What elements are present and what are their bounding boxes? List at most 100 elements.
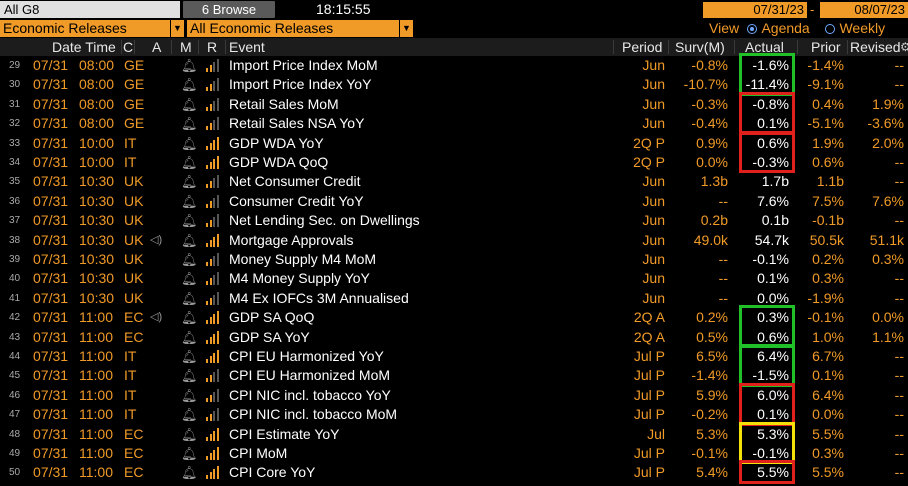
table-row[interactable]: 50 07/31 11:00 EC 🔔︎ CPI Core YoY Jul P 5.4% 5.5… — [0, 463, 908, 482]
release-filter-dropdown-arrow-icon[interactable]: ▼ — [399, 20, 413, 37]
bell-icon[interactable]: 🔔︎ — [181, 407, 198, 423]
row-date: 07/31 — [33, 115, 69, 132]
row-date: 07/31 — [33, 76, 69, 93]
start-date-field[interactable]: 07/31/23 — [703, 2, 807, 18]
row-date: 07/31 — [33, 57, 69, 73]
row-revised: -- — [894, 289, 904, 306]
row-event[interactable]: Net Lending Sec. on Dwellings — [229, 212, 420, 229]
bell-icon[interactable]: 🔔︎ — [181, 174, 198, 190]
row-event[interactable]: GDP WDA YoY — [229, 134, 324, 151]
bell-icon[interactable]: 🔔︎ — [181, 155, 198, 170]
end-date-field[interactable]: 08/07/23 — [820, 2, 908, 18]
table-row[interactable]: 48 07/31 11:00 EC 🔔︎ CPI Estimate YoY Jul 5.3% 5… — [0, 425, 908, 444]
row-event[interactable]: CPI NIC incl. tobacco MoM — [229, 406, 398, 423]
release-filter-select[interactable]: All Economic Releases — [187, 20, 399, 37]
row-event[interactable]: Mortgage Approvals — [229, 231, 354, 248]
bell-icon[interactable]: 🔔︎ — [181, 387, 198, 403]
start-date-value: 07/31/23 — [753, 2, 804, 17]
table-row[interactable]: 38 07/31 10:30 UK ◁) 🔔︎ Mortgage Approvals Jun 4… — [0, 231, 908, 250]
bell-icon[interactable]: 🔔︎ — [181, 77, 198, 93]
table-row[interactable]: 49 07/31 11:00 EC 🔔︎ CPI MoM Jul P -0.1% -0.1% 0.… — [0, 444, 908, 463]
bell-icon[interactable]: 🔔︎ — [181, 271, 198, 287]
category-select[interactable]: Economic Releases — [0, 20, 170, 37]
col-relevance[interactable]: R — [207, 39, 218, 55]
row-revised: -- — [894, 76, 904, 93]
row-survey: 0.2b — [700, 212, 728, 229]
bell-icon[interactable]: 🔔︎ — [181, 426, 198, 442]
bell-icon[interactable]: 🔔︎ — [181, 368, 198, 384]
row-event[interactable]: CPI EU Harmonized MoM — [229, 367, 391, 384]
row-event[interactable]: M4 Ex IOFCs 3M Annualised — [229, 289, 409, 306]
col-revised[interactable]: Revised — [850, 39, 901, 55]
agenda-radio[interactable]: Agenda — [747, 20, 810, 37]
row-event[interactable]: Net Consumer Credit — [229, 173, 361, 190]
table-row[interactable]: 30 07/31 08:00 GE 🔔︎ Import Price Index YoY Ju… — [0, 75, 908, 94]
row-event[interactable]: CPI Core YoY — [229, 464, 316, 481]
speaker-icon[interactable]: ◁) — [150, 233, 163, 246]
bell-icon[interactable]: 🔔︎ — [181, 193, 198, 209]
browse-button[interactable]: 6 Browse — [183, 1, 275, 18]
table-row[interactable]: 32 07/31 08:00 GE 🔔︎ Retail Sales NSA YoY Jun -… — [0, 114, 908, 133]
bell-icon[interactable]: 🔔︎ — [181, 135, 198, 151]
weekly-radio[interactable]: Weekly — [825, 20, 885, 37]
table-row[interactable]: 35 07/31 10:30 UK 🔔︎ Net Consumer Credit Jun 1.… — [0, 172, 908, 191]
bell-icon[interactable]: 🔔︎ — [181, 310, 198, 326]
col-country[interactable]: C — [123, 39, 134, 55]
table-row[interactable]: 39 07/31 10:30 UK 🔔︎ Money Supply M4 MoM Jun --… — [0, 250, 908, 269]
row-country: GE — [124, 115, 145, 132]
table-row[interactable]: 46 07/31 11:00 IT 🔔︎ CPI NIC incl. tobacco Yo… — [0, 386, 908, 405]
bell-icon[interactable]: 🔔︎ — [181, 290, 198, 306]
row-event[interactable]: Retail Sales MoM — [229, 95, 339, 112]
col-alert[interactable]: A — [152, 39, 162, 55]
row-event[interactable]: CPI Estimate YoY — [229, 425, 340, 442]
row-event[interactable]: CPI MoM — [229, 445, 288, 461]
bell-icon[interactable]: 🔔︎ — [181, 96, 198, 112]
table-row[interactable]: 42 07/31 11:00 EC ◁) 🔔︎ GDP SA QoQ 2Q A 0.2% 0.3%… — [0, 308, 908, 327]
row-date: 07/31 — [33, 95, 69, 112]
row-event[interactable]: GDP WDA QoQ — [229, 154, 329, 170]
table-row[interactable]: 37 07/31 10:30 UK 🔔︎ Net Lending Sec. on Dwel… — [0, 211, 908, 230]
category-dropdown-arrow-icon[interactable]: ▼ — [170, 20, 184, 37]
bell-icon[interactable]: 🔔︎ — [181, 465, 198, 481]
row-event[interactable]: GDP SA YoY — [229, 328, 310, 345]
table-row[interactable]: 31 07/31 08:00 GE 🔔︎ Retail Sales MoM Jun -0.3%… — [0, 95, 908, 114]
bell-icon[interactable]: 🔔︎ — [181, 252, 198, 267]
col-event[interactable]: Event — [229, 39, 265, 55]
row-event[interactable]: CPI EU Harmonized YoY — [229, 348, 384, 364]
row-event[interactable]: CPI NIC incl. tobacco YoY — [229, 386, 391, 403]
bell-icon[interactable]: 🔔︎ — [181, 446, 198, 461]
table-row[interactable]: 33 07/31 10:00 IT 🔔︎ GDP WDA YoY 2Q P 0.9% 0.6% 1… — [0, 134, 908, 153]
relevance-bars-icon — [206, 408, 220, 422]
column-settings-icon[interactable]: ⚙ — [900, 40, 908, 54]
table-row[interactable]: 29 07/31 08:00 GE 🔔︎ Import Price Index MoM Ju… — [0, 56, 908, 75]
table-row[interactable]: 36 07/31 10:30 UK 🔔︎ Consumer Credit YoY Jun --… — [0, 192, 908, 211]
row-event[interactable]: Import Price Index YoY — [229, 76, 372, 93]
col-period[interactable]: Period — [622, 39, 663, 55]
group-field[interactable]: All G8 — [0, 1, 180, 18]
row-event[interactable]: GDP SA QoQ — [229, 309, 315, 326]
table-row[interactable]: 40 07/31 10:30 UK 🔔︎ M4 Money Supply YoY Jun --… — [0, 269, 908, 288]
table-row[interactable]: 43 07/31 11:00 EC 🔔︎ GDP SA YoY 2Q A 0.5% 0.6% 1.… — [0, 328, 908, 347]
row-event[interactable]: Import Price Index MoM — [229, 57, 378, 73]
table-row[interactable]: 47 07/31 11:00 IT 🔔︎ CPI NIC incl. tobacco Mo… — [0, 405, 908, 424]
bell-icon[interactable]: 🔔︎ — [181, 116, 198, 132]
speaker-icon[interactable]: ◁) — [150, 311, 163, 324]
bell-icon[interactable]: 🔔︎ — [181, 349, 198, 364]
col-survey[interactable]: Surv(M) — [675, 39, 725, 55]
col-market[interactable]: M — [180, 39, 192, 55]
col-actual[interactable]: Actual — [745, 39, 784, 55]
table-row[interactable]: 45 07/31 11:00 IT 🔔︎ CPI EU Harmonized MoM Jul… — [0, 366, 908, 385]
row-event[interactable]: Consumer Credit YoY — [229, 192, 364, 209]
bell-icon[interactable]: 🔔︎ — [181, 58, 198, 73]
col-date-time[interactable]: Date Time — [52, 39, 116, 55]
row-event[interactable]: Retail Sales NSA YoY — [229, 115, 365, 132]
table-row[interactable]: 34 07/31 10:00 IT 🔔︎ GDP WDA QoQ 2Q P 0.0% -0.3%… — [0, 153, 908, 172]
table-row[interactable]: 41 07/31 10:30 UK 🔔︎ M4 Ex IOFCs 3M Annualise… — [0, 289, 908, 308]
bell-icon[interactable]: 🔔︎ — [181, 329, 198, 345]
bell-icon[interactable]: 🔔︎ — [181, 213, 198, 229]
row-event[interactable]: Money Supply M4 MoM — [229, 251, 377, 267]
table-row[interactable]: 44 07/31 11:00 IT 🔔︎ CPI EU Harmonized YoY Jul… — [0, 347, 908, 366]
col-prior[interactable]: Prior — [811, 39, 841, 55]
row-event[interactable]: M4 Money Supply YoY — [229, 270, 370, 287]
bell-icon[interactable]: 🔔︎ — [181, 232, 198, 248]
